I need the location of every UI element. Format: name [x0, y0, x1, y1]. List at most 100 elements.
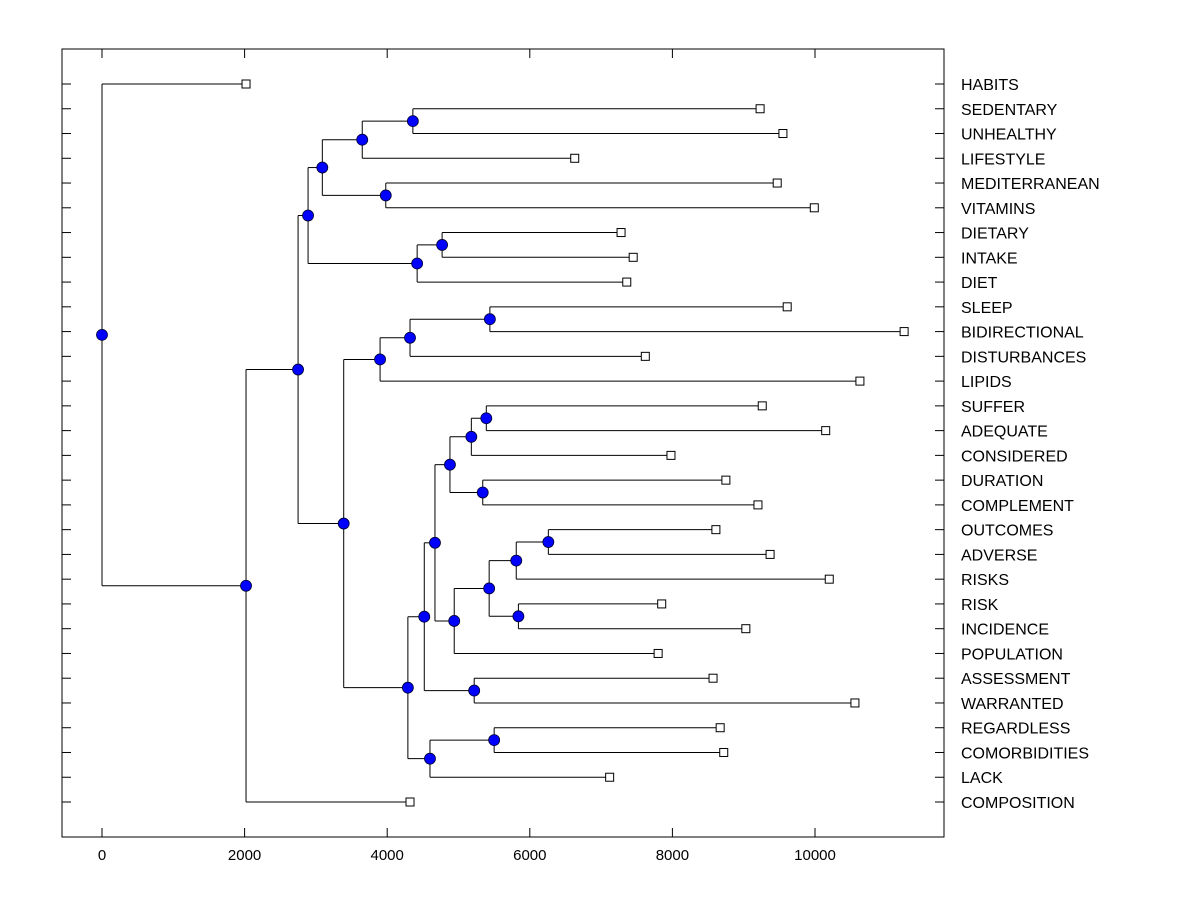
- leaf-label: LIFESTYLE: [961, 151, 1045, 168]
- leaf-label: RISKS: [961, 572, 1009, 589]
- node-marker: [316, 161, 329, 174]
- leaf-label: DIET: [961, 275, 998, 292]
- node-marker: [404, 331, 416, 344]
- leaf-marker: [708, 673, 718, 683]
- leaf-label: COMPLEMENT: [961, 498, 1074, 515]
- node-marker: [411, 257, 424, 270]
- x-tick-label: 6000: [513, 847, 546, 864]
- leaf-marker: [741, 624, 751, 634]
- leaf-marker: [753, 500, 763, 510]
- leaf-marker: [772, 178, 782, 188]
- node-marker: [483, 313, 496, 326]
- node-marker: [379, 189, 392, 202]
- leaf-marker: [570, 153, 580, 163]
- node-marker: [418, 610, 431, 623]
- leaf-label: OUTCOMES: [961, 523, 1053, 540]
- leaf-marker: [405, 797, 415, 807]
- node-markers: [96, 115, 555, 765]
- leaf-marker: [778, 129, 788, 139]
- plot-frame: [61, 48, 945, 838]
- node-marker: [240, 579, 252, 592]
- x-axis: 0 2000 4000 6000 8000 10000: [98, 49, 836, 864]
- node-marker: [488, 734, 501, 747]
- leaf-labels: HABITS SEDENTARY UNHEALTHY LIFESTYLE MEDITER…: [961, 77, 1100, 812]
- leaf-marker: [711, 525, 721, 535]
- leaf-marker: [628, 252, 638, 262]
- node-marker: [444, 458, 456, 471]
- leaf-marker: [809, 203, 819, 213]
- leaf-label: LACK: [961, 770, 1003, 787]
- leaf-label: BIDIRECTIONAL: [961, 325, 1084, 342]
- leaf-markers: [241, 79, 909, 807]
- leaf-marker: [782, 302, 792, 312]
- node-marker: [292, 363, 304, 376]
- node-marker: [436, 239, 449, 251]
- node-marker: [510, 554, 523, 567]
- node-marker: [448, 615, 461, 627]
- leaf-label: INCIDENCE: [961, 622, 1049, 639]
- leaf-marker: [622, 277, 632, 287]
- branches: [101, 83, 905, 803]
- leaf-marker: [899, 327, 909, 337]
- leaf-marker: [721, 475, 731, 485]
- leaf-marker: [241, 79, 251, 89]
- leaf-marker: [821, 426, 831, 436]
- leaf-label: SLEEP: [961, 300, 1013, 317]
- leaf-marker: [657, 599, 667, 609]
- leaf-marker: [850, 698, 860, 708]
- leaf-label: SUFFER: [961, 399, 1025, 416]
- node-marker: [429, 536, 441, 549]
- leaf-label: HABITS: [961, 77, 1019, 94]
- node-marker: [512, 610, 525, 623]
- x-tick-label: 4000: [371, 847, 404, 864]
- leaf-marker: [765, 549, 775, 559]
- leaf-label: COMORBIDITIES: [961, 745, 1089, 762]
- x-tick-label: 0: [98, 847, 106, 864]
- leaf-label: POPULATION: [961, 646, 1063, 663]
- node-marker: [424, 752, 436, 765]
- node-marker: [468, 684, 481, 697]
- leaf-label: LIPIDS: [961, 374, 1012, 391]
- leaf-label: DISTURBANCES: [961, 349, 1086, 366]
- node-marker: [542, 536, 555, 548]
- leaf-marker: [653, 648, 663, 658]
- row-ticks: [62, 83, 944, 803]
- node-marker: [337, 517, 350, 530]
- leaf-label: DURATION: [961, 473, 1043, 490]
- x-tick-label: 10000: [794, 847, 836, 864]
- leaf-label: WARRANTED: [961, 696, 1064, 713]
- leaf-label: REGARDLESS: [961, 721, 1070, 738]
- node-marker: [374, 353, 386, 366]
- node-marker: [483, 582, 496, 595]
- leaf-marker: [616, 228, 626, 238]
- node-marker: [406, 115, 419, 128]
- node-marker: [480, 412, 493, 425]
- x-tick-label: 2000: [228, 847, 261, 864]
- leaf-marker: [855, 376, 865, 386]
- leaf-label: VITAMINS: [961, 201, 1035, 218]
- leaf-marker: [755, 104, 765, 114]
- node-marker: [96, 328, 108, 341]
- leaf-marker: [719, 747, 729, 757]
- leaf-label: ADEQUATE: [961, 424, 1048, 441]
- node-marker: [302, 209, 314, 222]
- leaf-label: INTAKE: [961, 250, 1018, 267]
- leaf-label: COMPOSITION: [961, 795, 1075, 812]
- leaf-marker: [757, 401, 767, 411]
- leaf-marker: [640, 351, 650, 361]
- node-marker: [476, 486, 489, 499]
- leaf-label: SEDENTARY: [961, 102, 1058, 119]
- node-marker: [401, 681, 414, 694]
- leaf-label: MEDITERRANEAN: [961, 176, 1100, 193]
- leaf-label: DIETARY: [961, 226, 1029, 243]
- leaf-marker: [715, 723, 725, 733]
- leaf-label: CONSIDERED: [961, 448, 1068, 465]
- leaf-label: UNHEALTHY: [961, 127, 1057, 144]
- leaf-marker: [666, 450, 676, 460]
- leaf-label: ASSESSMENT: [961, 671, 1071, 688]
- leaf-marker: [605, 772, 615, 782]
- node-marker: [465, 430, 478, 443]
- leaf-label: RISK: [961, 597, 999, 614]
- leaf-marker: [824, 574, 834, 584]
